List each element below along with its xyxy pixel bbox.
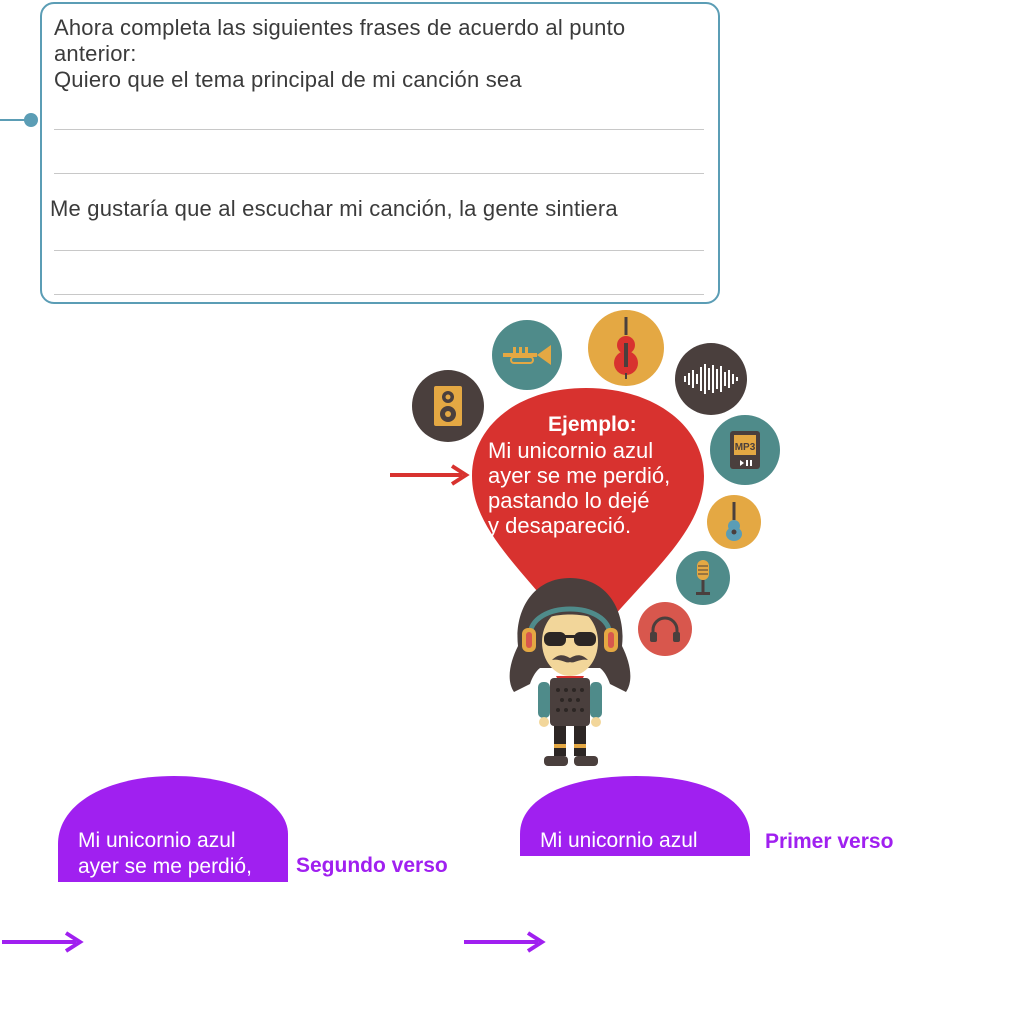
second-verse-blob — [58, 776, 288, 882]
prompt-topic: Quiero que el tema principal de mi canci… — [54, 67, 522, 92]
musician-character — [509, 578, 631, 766]
first-verse-text: Mi unicornio azul — [540, 829, 698, 852]
prompt-feeling: Me gustaría que al escuchar mi canción, … — [50, 196, 618, 221]
instruction-line-1: Ahora completa las siguientes frases de … — [54, 15, 626, 40]
first-verse-label: Primer verso — [765, 830, 894, 853]
microphone-icon — [676, 551, 730, 605]
example-line-2: ayer se me perdió, — [488, 463, 671, 488]
answer-line-3[interactable] — [54, 250, 704, 251]
purple-arrow-left-icon — [2, 931, 84, 953]
example-line-1: Mi unicornio azul — [488, 438, 654, 463]
answer-line-4[interactable] — [54, 294, 704, 295]
example-heading: Ejemplo: — [548, 413, 637, 436]
sound-wave-icon — [675, 343, 747, 415]
headphones-icon — [638, 602, 692, 656]
answer-line-2[interactable] — [54, 173, 704, 174]
trumpet-icon — [492, 320, 562, 390]
second-verse-line-2: ayer se me perdió, — [78, 855, 252, 878]
ukulele-icon — [707, 495, 761, 549]
second-verse-label: Segundo verso — [296, 854, 448, 877]
card-connector-line — [0, 119, 32, 121]
speaker-icon — [412, 370, 484, 442]
second-verse-line-1: Mi unicornio azul — [78, 829, 236, 852]
red-arrow-icon — [390, 464, 470, 486]
worksheet-card — [40, 2, 720, 304]
purple-arrow-right-icon — [464, 931, 546, 953]
instruction-line-2: anterior: — [54, 41, 137, 66]
example-balloon — [472, 388, 704, 644]
first-verse-blob — [520, 776, 750, 856]
example-line-3: pastando lo dejé — [488, 488, 650, 513]
answer-line-1[interactable] — [54, 129, 704, 130]
card-connector-dot — [24, 113, 38, 127]
example-line-4: y desapareció. — [488, 513, 632, 538]
mp3-player-icon: MP3 — [710, 415, 780, 485]
violin-icon — [588, 310, 664, 386]
svg-text:MP3: MP3 — [735, 442, 756, 453]
